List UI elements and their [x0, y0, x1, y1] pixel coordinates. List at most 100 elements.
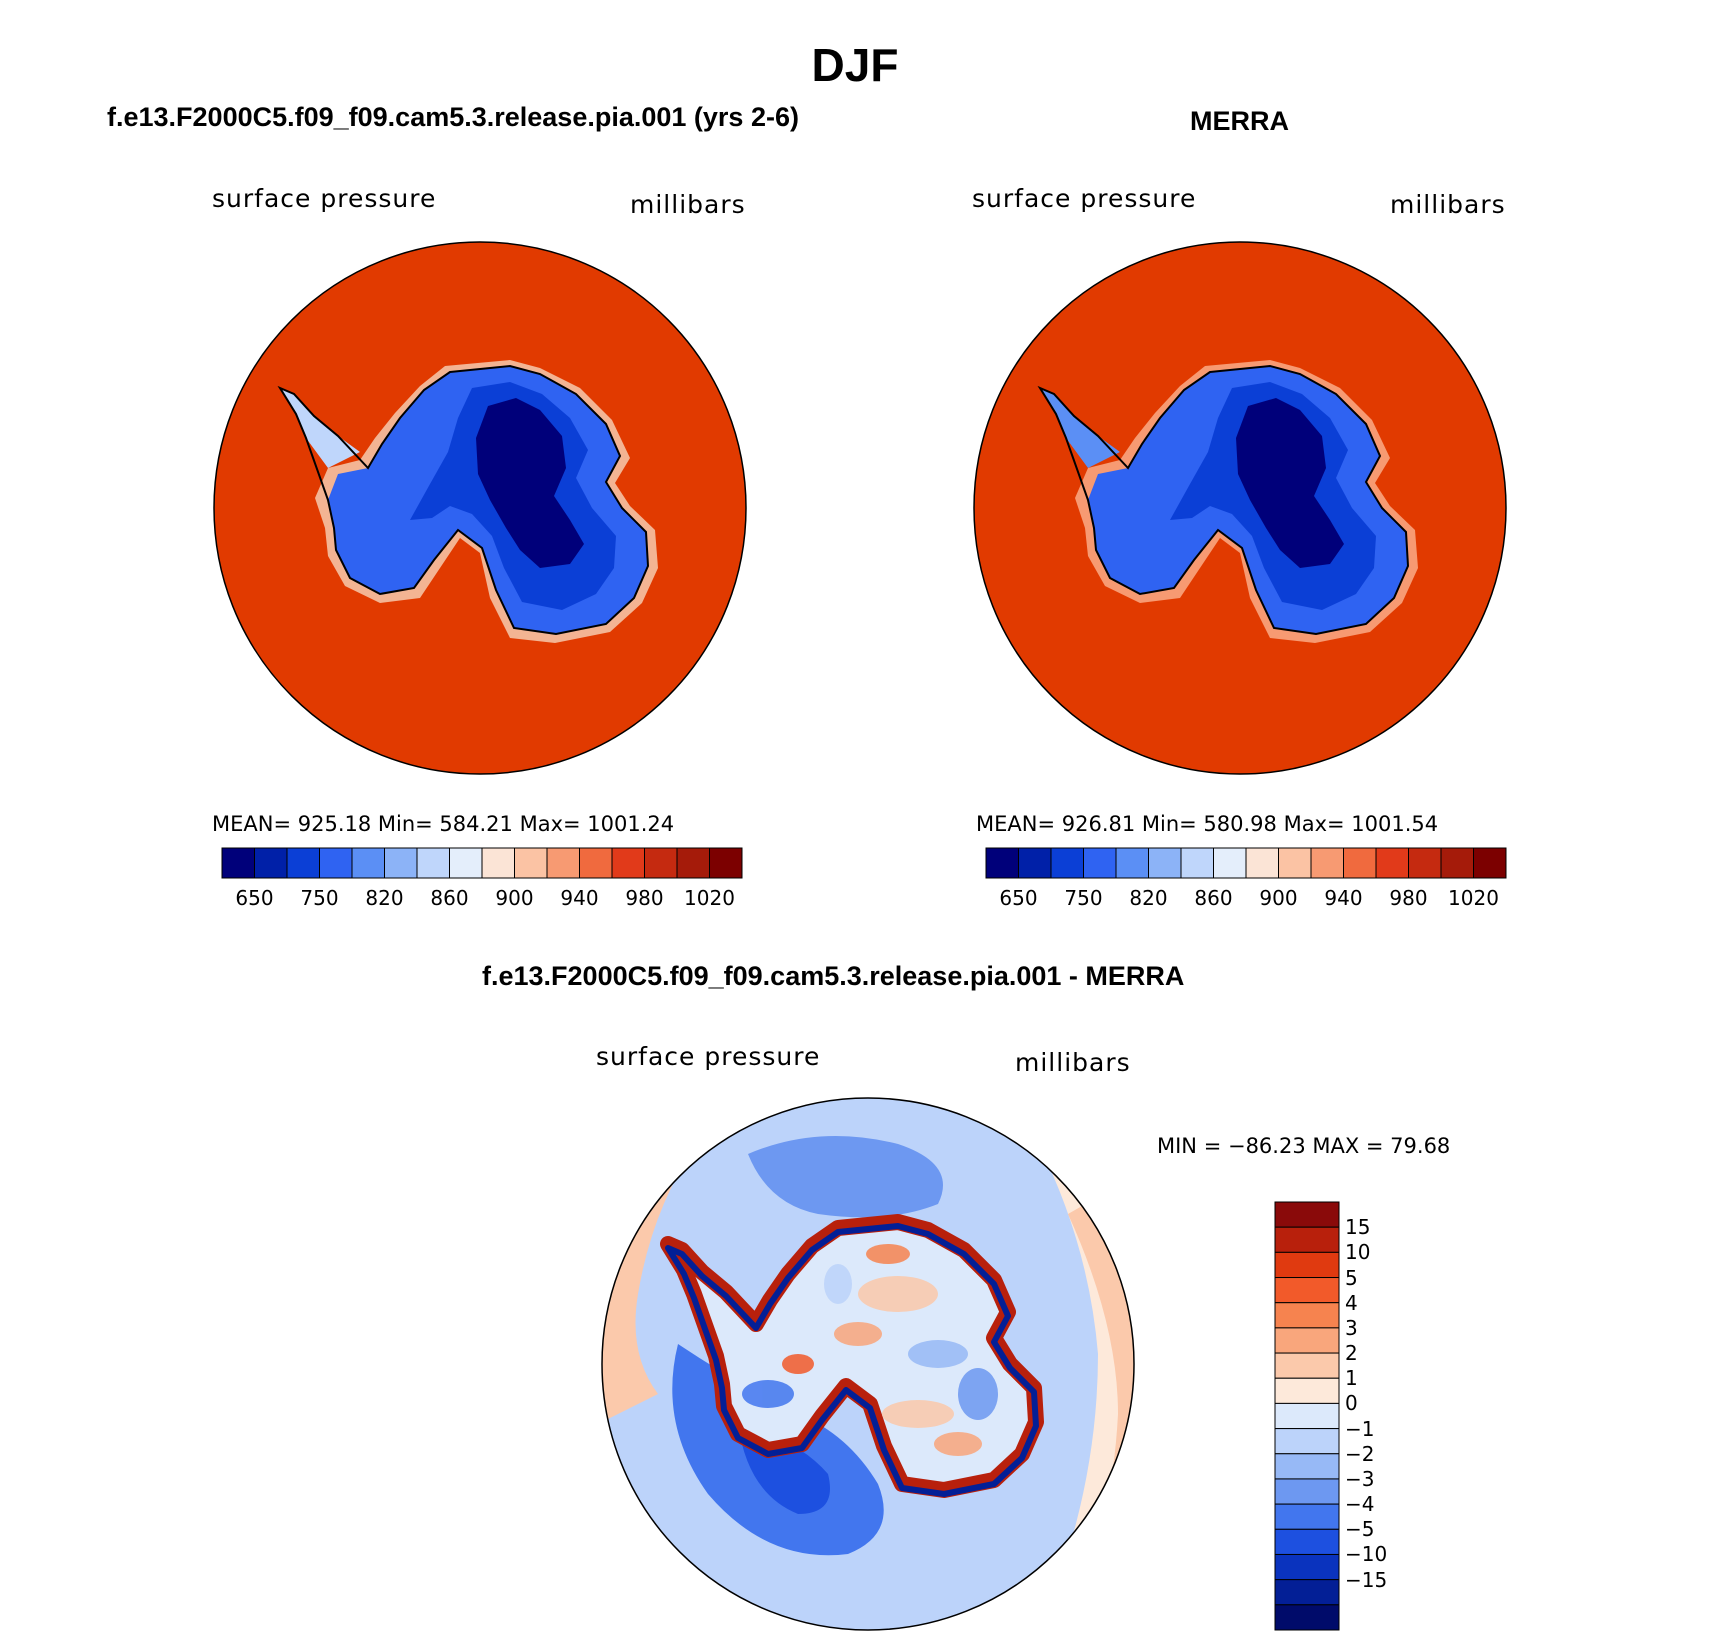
colorbar-swatch [1050, 847, 1084, 879]
colorbar-swatch [319, 847, 353, 879]
colorbar-swatch [1274, 1226, 1340, 1253]
colorbar-swatch [1274, 1553, 1340, 1581]
colorbar-swatch [1310, 847, 1344, 879]
colorbar-tick-label: −4 [1345, 1492, 1375, 1517]
figure-title: DJF [811, 39, 899, 91]
colorbar-tick-label: −10 [1345, 1542, 1388, 1567]
colorbar-swatch [221, 847, 255, 879]
colorbar-swatch [579, 847, 613, 879]
colorbar-tick-label: 15 [1345, 1215, 1371, 1240]
colorbar-tick-label: 650 [235, 886, 274, 910]
colorbar-swatch [514, 847, 548, 879]
colorbar-swatch [1408, 847, 1442, 879]
colorbar-swatch [1180, 847, 1214, 879]
colorbar-swatch [1274, 1428, 1340, 1455]
difference-stats: MIN = −86.23 MAX = 79.68 [1157, 1134, 1451, 1158]
colorbar-tick-label: 900 [1259, 886, 1298, 910]
antarctica-plateau-high [476, 398, 584, 568]
colorbar-tick-label: 2 [1345, 1341, 1358, 1366]
obs-panel-title: MERRA [1190, 106, 1289, 136]
colorbar-tick-label: 860 [1194, 886, 1233, 910]
colorbar-swatch [1274, 1327, 1340, 1354]
antarctica-plateau-high [1236, 398, 1344, 568]
colorbar-swatch [1274, 1377, 1340, 1404]
peninsula [1040, 388, 1120, 468]
colorbar-tick-label: 0 [1345, 1391, 1358, 1416]
colorbar-swatch [1274, 1579, 1340, 1606]
obs-map [973, 241, 1507, 775]
colorbar-tick-label: −2 [1345, 1441, 1375, 1466]
colorbar-swatch [1274, 1201, 1340, 1228]
colorbar-tick-label: 1020 [684, 886, 735, 910]
colorbar-swatch [254, 847, 288, 879]
colorbar-tick-label: 5 [1345, 1265, 1358, 1290]
colorbar-swatch [1274, 1453, 1340, 1480]
colorbar-tick-label: 940 [1324, 886, 1363, 910]
obs-colorbar-labels: 650 750 820 860 900 940 980 1020 [986, 886, 1506, 912]
coastline [1037, 364, 1410, 636]
colorbar-swatch [1245, 847, 1279, 879]
colorbar-tick-label: 980 [625, 886, 664, 910]
difference-colorbar-labels: 15 10 5 4 3 2 1 0 −1 −2 −3 −4 −5 −10 −15 [1345, 1202, 1425, 1630]
difference-units-label: millibars [1015, 1048, 1131, 1077]
model-map [213, 241, 747, 775]
colorbar-tick-label: 900 [495, 886, 534, 910]
colorbar-swatch [286, 847, 320, 879]
colorbar-swatch [985, 847, 1019, 879]
colorbar-swatch [1274, 1302, 1340, 1329]
model-colorbar [221, 847, 743, 879]
coastline [277, 364, 650, 636]
colorbar-swatch [1213, 847, 1247, 879]
colorbar-tick-label: −5 [1345, 1517, 1375, 1542]
colorbar-swatch [644, 847, 678, 879]
colorbar-swatch [1343, 847, 1377, 879]
colorbar-swatch [1083, 847, 1117, 879]
colorbar-swatch [1115, 847, 1149, 879]
colorbar-tick-label: 980 [1389, 886, 1428, 910]
obs-stats: MEAN= 926.81 Min= 580.98 Max= 1001.54 [976, 812, 1439, 836]
colorbar-swatch [384, 847, 418, 879]
model-units-label: millibars [630, 190, 746, 219]
peninsula [280, 388, 360, 468]
colorbar-swatch [1018, 847, 1052, 879]
colorbar-tick-label: 4 [1345, 1290, 1358, 1315]
colorbar-tick-label: 750 [1064, 886, 1103, 910]
colorbar-swatch [351, 847, 385, 879]
obs-units-label: millibars [1390, 190, 1506, 219]
difference-colorbar [1274, 1201, 1340, 1631]
colorbar-swatch [1274, 1503, 1340, 1530]
colorbar-tick-label: 820 [365, 886, 404, 910]
model-panel-title: f.e13.F2000C5.f09_f09.cam5.3.release.pia… [107, 102, 799, 132]
difference-map [601, 1097, 1135, 1631]
interior-noise [742, 1244, 998, 1456]
colorbar-swatch [1148, 847, 1182, 879]
colorbar-swatch [1274, 1478, 1340, 1505]
colorbar-tick-label: −1 [1345, 1416, 1375, 1441]
colorbar-swatch [449, 847, 483, 879]
colorbar-tick-label: 3 [1345, 1315, 1358, 1340]
model-variable-label: surface pressure [212, 184, 437, 213]
continent-rim-blue [665, 1223, 1039, 1497]
obs-colorbar [985, 847, 1507, 879]
colorbar-swatch [1274, 1277, 1340, 1304]
colorbar-swatch [1274, 1402, 1340, 1430]
difference-panel-title: f.e13.F2000C5.f09_f09.cam5.3.release.pia… [482, 961, 1185, 991]
obs-variable-label: surface pressure [972, 184, 1197, 213]
difference-variable-label: surface pressure [596, 1042, 821, 1071]
colorbar-tick-label: 860 [430, 886, 469, 910]
negative-north [748, 1136, 943, 1218]
colorbar-swatch [1375, 847, 1409, 879]
colorbar-tick-label: 650 [999, 886, 1038, 910]
colorbar-swatch [1274, 1528, 1340, 1555]
colorbar-swatch [611, 847, 645, 879]
colorbar-swatch [1473, 847, 1507, 879]
colorbar-swatch [709, 847, 743, 879]
colorbar-swatch [1274, 1604, 1340, 1631]
colorbar-swatch [416, 847, 450, 879]
colorbar-tick-label: 940 [560, 886, 599, 910]
colorbar-tick-label: 750 [300, 886, 339, 910]
colorbar-swatch [1278, 847, 1312, 879]
colorbar-swatch [1274, 1251, 1340, 1279]
colorbar-swatch [676, 847, 710, 879]
colorbar-tick-label: −15 [1345, 1567, 1388, 1592]
